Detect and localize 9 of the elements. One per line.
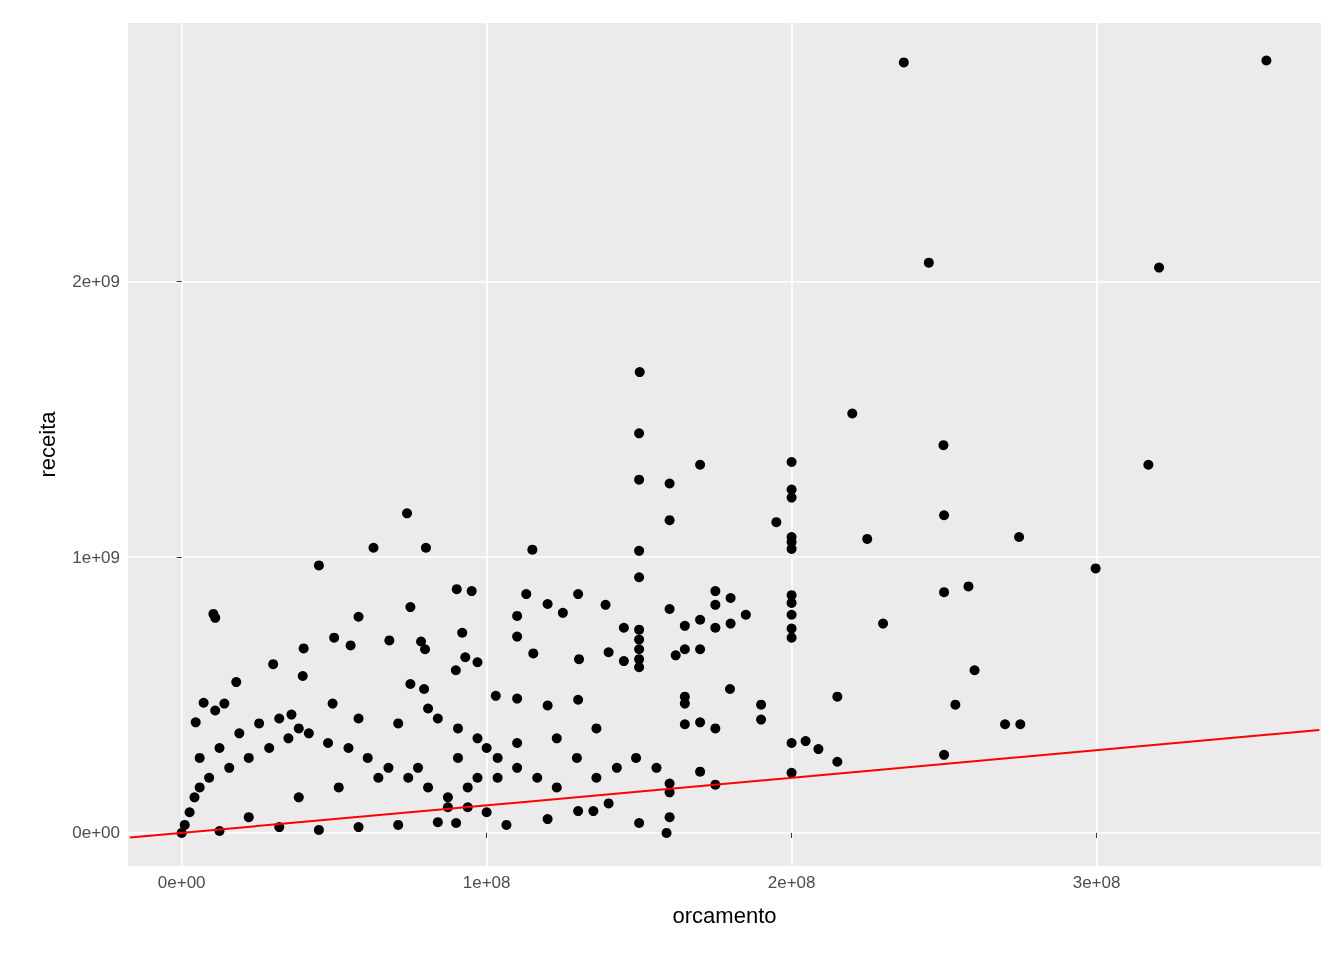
- y-tick-label: 1e+09: [72, 547, 120, 567]
- x-tick-label: 3e+08: [1072, 873, 1121, 892]
- x-tick-label: 2e+08: [767, 873, 816, 892]
- x-tick-label: 0e+00: [157, 873, 206, 892]
- y-axis-title: receita: [34, 410, 60, 478]
- x-axis-title: orcamento: [672, 902, 777, 928]
- x-tick-label: 1e+08: [462, 873, 511, 892]
- y-tick-label: 2e+09: [72, 271, 120, 291]
- y-tick-label: 0e+00: [72, 823, 120, 843]
